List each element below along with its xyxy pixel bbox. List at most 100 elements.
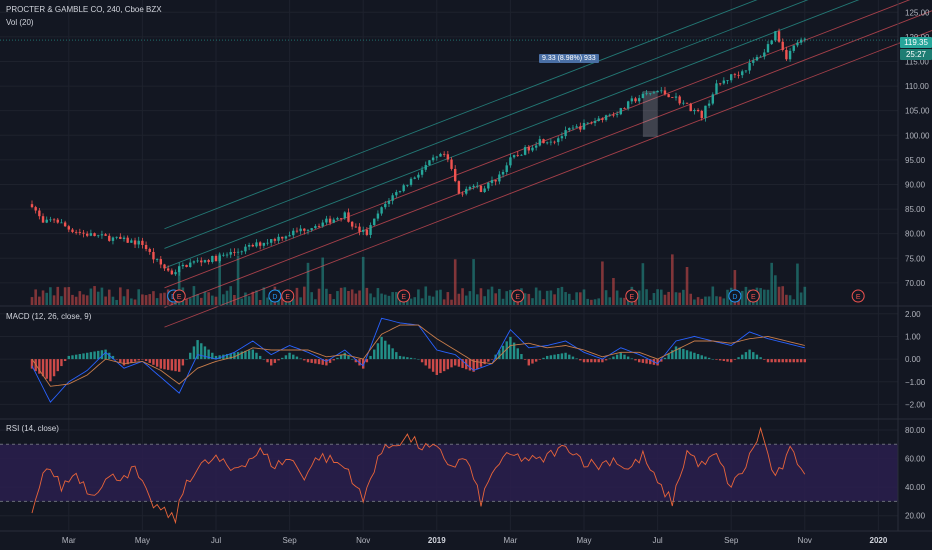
macd-histogram-bar: [726, 359, 729, 362]
volume-bar: [479, 288, 483, 305]
dividend-icon[interactable]: D: [268, 289, 282, 303]
macd-histogram-bar: [332, 359, 335, 361]
candle-body: [593, 121, 597, 123]
event-markers[interactable]: DEDEEEEDEE: [167, 289, 865, 303]
candle-body: [501, 171, 505, 175]
regression-channel[interactable]: [0, 0, 932, 328]
measure-box[interactable]: [642, 91, 658, 137]
volume-bar: [785, 294, 788, 305]
volume-bar: [41, 290, 45, 305]
macd-histogram-bar: [560, 353, 564, 360]
macd-histogram-bar: [100, 350, 104, 360]
pane-separators[interactable]: [0, 0, 932, 532]
earnings-icon[interactable]: E: [172, 289, 186, 303]
macd-histogram-bar: [236, 352, 240, 360]
volume-bar: [431, 296, 435, 305]
macd-histogram-bar: [339, 355, 343, 360]
volume-bar: [501, 298, 505, 305]
candle-body: [696, 110, 700, 111]
macd-histogram-bar: [78, 354, 82, 360]
volume-bar: [774, 275, 777, 305]
volume-bar: [395, 292, 398, 305]
volume-bar: [682, 289, 685, 305]
volume-bar: [350, 289, 354, 305]
symbol-title[interactable]: PROCTER & GAMBLE CO, 240, Cboe BZX: [6, 5, 162, 14]
macd-histogram-bar: [741, 354, 744, 360]
candle-body: [192, 261, 196, 263]
volume-bar: [152, 291, 155, 305]
event-marker-circle: [851, 289, 865, 303]
volume-bar: [34, 289, 37, 305]
earnings-icon[interactable]: E: [746, 289, 760, 303]
earnings-icon[interactable]: E: [511, 289, 525, 303]
macd-histogram-bar: [325, 359, 328, 366]
y-tick-label: −2.00: [905, 400, 926, 409]
volume-bar: [306, 262, 310, 305]
candle-body: [763, 52, 766, 57]
volume-bar: [523, 293, 527, 305]
earnings-icon[interactable]: E: [281, 289, 295, 303]
macd-histogram-bar: [424, 359, 427, 366]
candle-body: [465, 188, 468, 194]
candle-body: [630, 98, 634, 102]
macd-histogram-bar: [557, 354, 560, 360]
candle-body: [189, 262, 192, 267]
candle-body: [207, 260, 210, 262]
candle-body: [170, 270, 174, 275]
candle-body: [560, 136, 564, 139]
volume-bar: [380, 293, 383, 305]
rsi-legend[interactable]: RSI (14, close): [6, 424, 59, 433]
candle-body: [582, 122, 586, 130]
volume-legend[interactable]: Vol (20): [6, 18, 34, 27]
macd-histogram-bar: [211, 352, 214, 360]
earnings-icon[interactable]: E: [851, 289, 865, 303]
volume-bar: [354, 293, 358, 305]
earnings-icon[interactable]: E: [397, 289, 411, 303]
candle-body: [406, 184, 409, 186]
macd-histogram-bar: [579, 359, 582, 361]
volume-bar: [93, 286, 96, 305]
candle-body: [442, 153, 446, 155]
channel-line: [164, 29, 932, 328]
earnings-icon[interactable]: E: [625, 289, 639, 303]
candle-body: [498, 174, 501, 182]
dividend-icon[interactable]: D: [728, 289, 742, 303]
volume-bar: [704, 296, 707, 305]
macd-histogram-bar: [93, 351, 96, 360]
candle-body: [490, 180, 494, 183]
volume-bar: [63, 287, 67, 305]
candle-body: [534, 145, 538, 148]
volume-bar: [509, 289, 512, 305]
macd-histogram-bar: [343, 352, 346, 360]
macd-histogram-bar: [384, 340, 387, 360]
macd-histogram-bar: [718, 359, 722, 361]
volume-bar: [490, 286, 494, 305]
candle-body: [450, 159, 453, 169]
macd-histogram-bar: [645, 359, 648, 364]
volume-bar: [542, 299, 545, 305]
macd-histogram-bar: [671, 350, 674, 360]
candle-body: [612, 114, 615, 116]
macd-histogram-bar: [203, 346, 207, 360]
candle-body: [737, 74, 740, 76]
volume-bar: [365, 287, 369, 305]
macd-histogram-bar: [314, 359, 317, 364]
volume-bar: [387, 295, 391, 305]
y-tick-label: 85.00: [905, 205, 926, 214]
candle-body: [487, 182, 490, 189]
macd-legend[interactable]: MACD (12, 26, close, 9): [6, 312, 92, 321]
macd-histogram-bar: [71, 355, 74, 360]
volume-bar: [545, 290, 549, 305]
volume-bar: [604, 290, 608, 305]
macd-histogram-bar: [759, 357, 762, 360]
volume-bar: [796, 263, 799, 305]
x-tick-label: Sep: [724, 536, 739, 545]
volume-bar: [457, 293, 461, 305]
volume-bar: [685, 266, 689, 305]
candle-body: [380, 207, 383, 214]
event-marker-circle: [281, 289, 295, 303]
candle-body: [303, 228, 306, 231]
macd-histogram-bar: [277, 359, 280, 361]
